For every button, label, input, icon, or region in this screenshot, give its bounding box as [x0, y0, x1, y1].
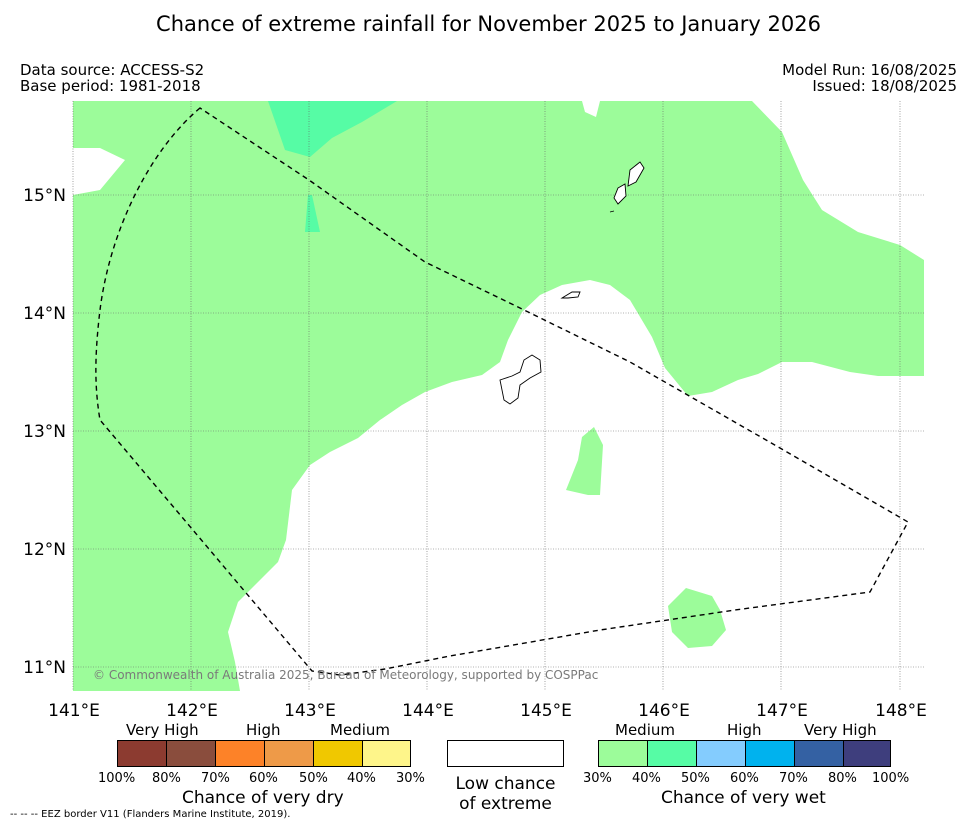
lat-label: 12°N	[23, 540, 66, 560]
graticule	[72, 101, 924, 691]
legend-dry-tick: 30%	[396, 771, 425, 786]
lat-label: 13°N	[23, 422, 66, 442]
rota-island	[560, 291, 581, 299]
legend-dry-high: High	[246, 721, 281, 739]
data-source-text: Data source: ACCESS-S2	[20, 61, 205, 79]
legend-wet-tick: 50%	[681, 771, 710, 786]
lat-label: 14°N	[23, 304, 66, 324]
medium-wet-patch-southeast	[668, 588, 726, 648]
model-run-text: Model Run: 16/08/2025	[782, 61, 957, 79]
legend-wet-swatch	[696, 740, 745, 767]
legend-dry-tick: 100%	[98, 771, 136, 786]
lon-label: 148°E	[875, 701, 927, 721]
legend-wet-tick: 80%	[828, 771, 857, 786]
legend-wet-high: High	[727, 721, 762, 739]
legend-wet-swatch	[794, 740, 843, 767]
eez-footnote: -- -- -- EEZ border V11 (Flanders Marine…	[10, 809, 291, 820]
legend-dry-swatch	[313, 740, 362, 767]
islands	[499, 161, 645, 405]
medium-wet-patch-south	[566, 427, 603, 495]
legend-wet-tick: 30%	[583, 771, 612, 786]
lon-label: 142°E	[166, 701, 218, 721]
legend-wet-title: Chance of very wet	[661, 788, 826, 808]
issued-text: Issued: 18/08/2025	[812, 77, 957, 95]
longitude-labels: 141°E 142°E 143°E 144°E 145°E 146°E 147°…	[48, 701, 927, 721]
legend-dry-tick: 70%	[201, 771, 230, 786]
legend-low-chance-title: Low chance	[455, 774, 556, 794]
lon-label: 141°E	[48, 701, 100, 721]
legend-dry-swatch	[264, 740, 313, 767]
saipan-island	[627, 161, 645, 187]
legend-wet-tick: 100%	[872, 771, 910, 786]
legend-dry-tick: 40%	[347, 771, 376, 786]
latitude-labels: 15°N 14°N 13°N 12°N 11°N	[23, 186, 66, 678]
lat-label: 15°N	[23, 186, 66, 206]
map-title: Chance of extreme rainfall for November …	[156, 12, 821, 36]
legend-dry-title: Chance of very dry	[182, 788, 344, 808]
high-wet-region-north	[268, 101, 397, 157]
legend-wet-swatch	[843, 740, 891, 767]
legend-wet-tick: 60%	[730, 771, 759, 786]
lon-label: 145°E	[520, 701, 572, 721]
base-period-text: Base period: 1981-2018	[20, 77, 201, 95]
aguijan-island	[609, 210, 615, 213]
legend-dry-swatch	[362, 740, 411, 767]
tinian-island	[613, 183, 627, 205]
lon-label: 143°E	[284, 701, 336, 721]
legend-dry-swatch	[215, 740, 264, 767]
legend-wet-swatch	[745, 740, 794, 767]
lon-label: 144°E	[402, 701, 454, 721]
legend-dry-tick: 50%	[299, 771, 328, 786]
copyright-text: © Commonwealth of Australia 2025, Bureau…	[93, 668, 598, 682]
legend-wet-swatch	[647, 740, 696, 767]
eez-border	[95, 107, 909, 676]
legend-wet-very-high: Very High	[804, 721, 877, 739]
legend-wet-medium: Medium	[615, 721, 675, 739]
legend-dry-swatch	[166, 740, 215, 767]
lat-label: 11°N	[23, 658, 66, 678]
legend-low-chance-title-2: of extreme	[459, 794, 552, 814]
lon-label: 147°E	[756, 701, 808, 721]
legend-wet-tick: 40%	[632, 771, 661, 786]
legend-dry-very-high: Very High	[126, 721, 199, 739]
legend-dry-medium: Medium	[330, 721, 390, 739]
lon-label: 146°E	[638, 701, 690, 721]
legend-wet-tick: 70%	[779, 771, 808, 786]
legend-dry-tick: 80%	[152, 771, 181, 786]
legend-wet-swatch	[598, 740, 647, 767]
medium-wet-region	[73, 101, 924, 691]
legend-low-chance-swatch	[447, 740, 564, 767]
legend-dry-swatch	[117, 740, 166, 767]
legend-dry-tick: 60%	[249, 771, 278, 786]
guam-island	[499, 354, 542, 405]
